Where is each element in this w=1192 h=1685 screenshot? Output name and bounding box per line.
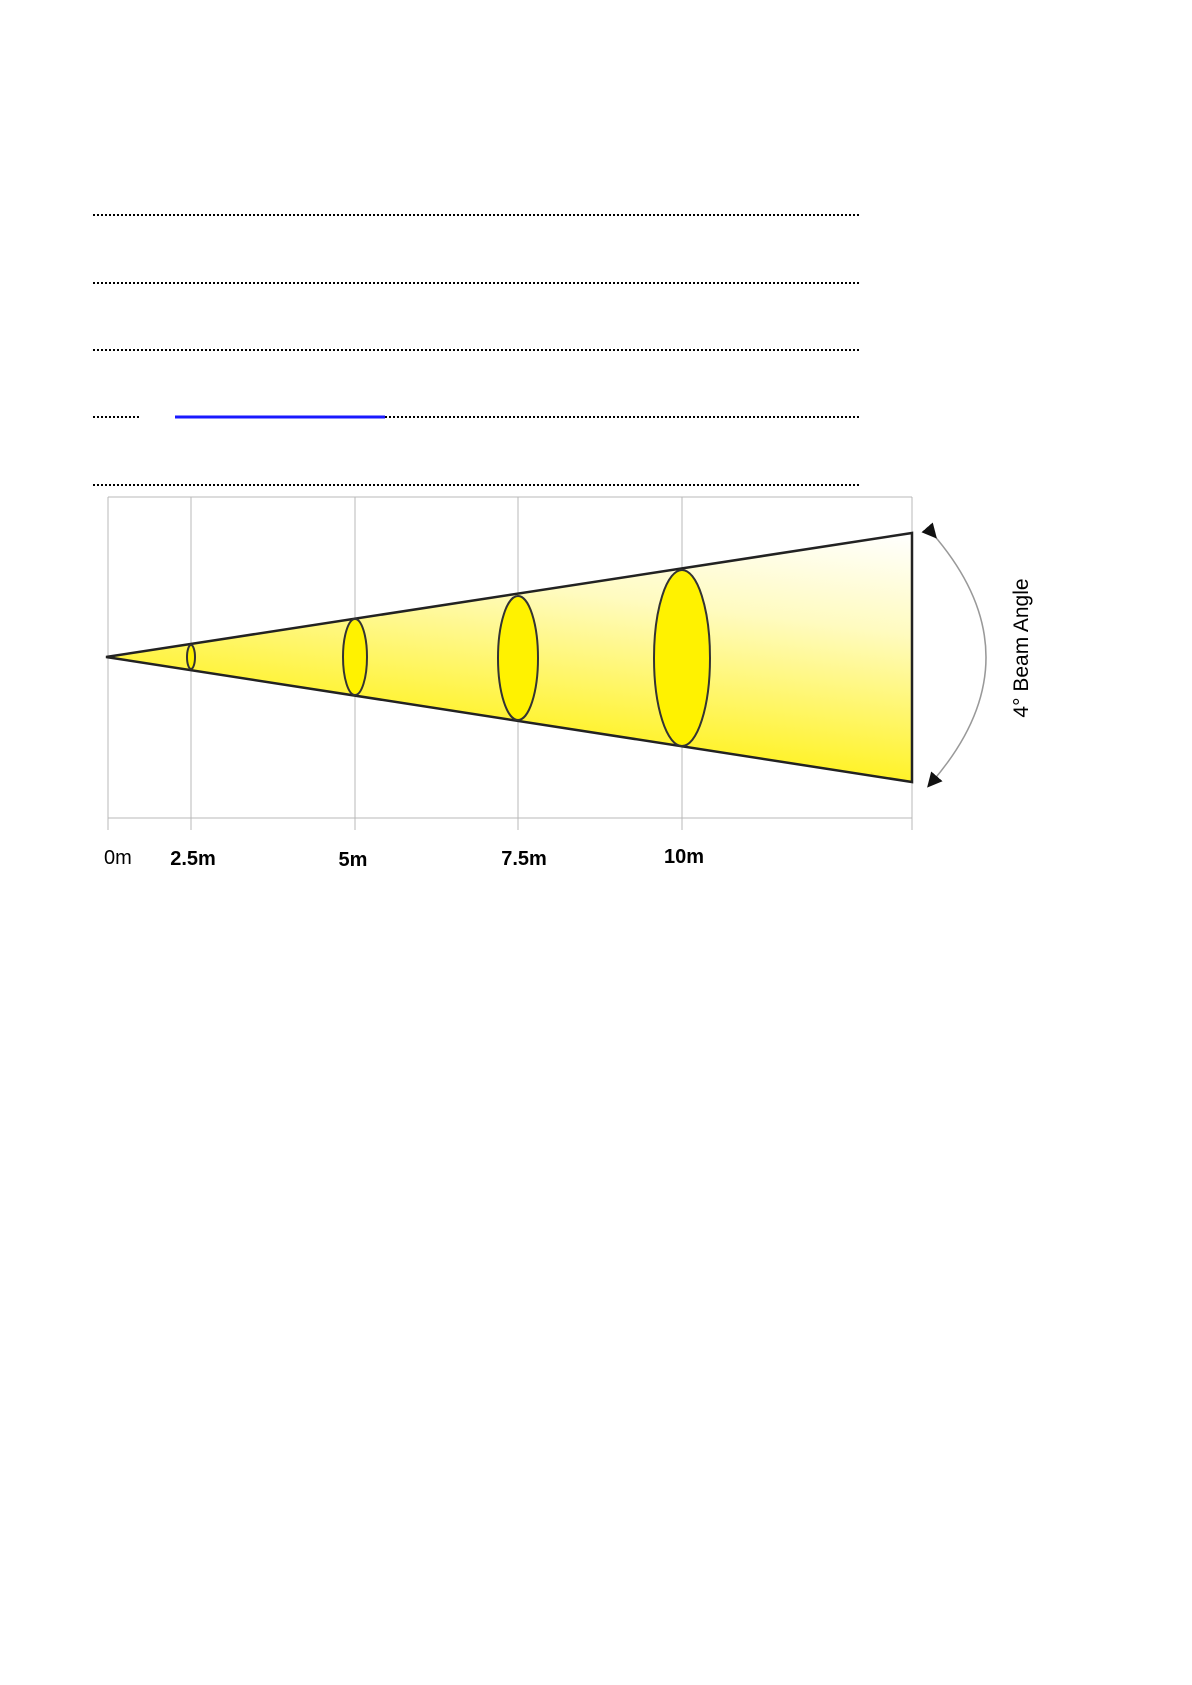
angle-arc	[921, 522, 987, 788]
distance-label: 7.5m	[501, 848, 547, 870]
beam-spot	[497, 595, 539, 721]
distance-label: 5m	[339, 849, 368, 871]
angle-label: 4° Beam Angle	[1010, 578, 1033, 717]
distance-label: 10m	[664, 846, 704, 868]
distance-label: 2.5m	[170, 848, 216, 870]
beam-spot	[342, 618, 368, 696]
distance-label: 0m	[104, 847, 132, 869]
beam-spot	[653, 569, 711, 747]
beam-diagram: 4° Beam Angle 0m 2.5m 5m 7.5m 10m	[104, 496, 1033, 871]
beam-spot	[186, 644, 196, 670]
dotted-lines	[93, 214, 860, 486]
